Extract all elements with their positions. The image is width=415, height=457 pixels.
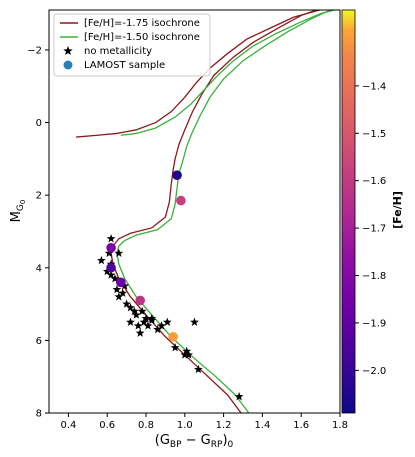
star-point xyxy=(157,321,166,330)
legend-label-no-metallicity: no metallicity xyxy=(84,46,152,57)
star-point xyxy=(126,317,135,326)
star-point xyxy=(143,321,153,330)
star-point xyxy=(122,299,131,308)
lamost-point xyxy=(106,262,116,273)
no-metallicity-stars xyxy=(97,234,244,401)
legend-label-lamost: LAMOST sample xyxy=(84,60,165,71)
lamost-point xyxy=(115,277,126,288)
plot-frame xyxy=(48,9,341,414)
legend-box xyxy=(53,13,211,77)
isochrone-line-2 xyxy=(116,10,332,413)
star-point xyxy=(114,292,124,301)
colorbar-tick-label: −1.6 xyxy=(362,176,386,187)
legend-circle-icon xyxy=(63,60,73,70)
y-tick-label: 4 xyxy=(36,263,42,274)
x-tick-label: 1.0 xyxy=(177,420,193,431)
star-point xyxy=(106,270,116,279)
colorbar-tick-label: −2.0 xyxy=(362,366,386,377)
star-point xyxy=(131,310,141,319)
lamost-point xyxy=(176,195,186,206)
lamost-point xyxy=(135,295,145,306)
star-point xyxy=(97,255,106,265)
colorbar xyxy=(341,9,356,414)
y-axis-label: MG0 xyxy=(9,200,27,223)
y-axis-ticks: −2 0 2 4 6 8 xyxy=(27,45,49,420)
star-point xyxy=(153,324,163,334)
colorbar-tick-label: −1.7 xyxy=(362,224,386,235)
legend-label-feh150: [Fe/H]=-1.50 isochrone xyxy=(84,32,200,43)
star-point xyxy=(194,364,203,374)
x-tick-label: 0.6 xyxy=(99,420,115,431)
x-tick-label: 0.8 xyxy=(138,420,154,431)
lamost-point xyxy=(168,331,178,342)
x-tick-label: 1.4 xyxy=(254,420,270,431)
x-tick-label: 1.2 xyxy=(216,420,232,431)
legend-star-icon xyxy=(63,46,73,56)
colorbar-tick-label: −1.5 xyxy=(362,129,386,140)
x-tick-label: 1.6 xyxy=(293,420,309,431)
star-point xyxy=(135,328,145,337)
star-point xyxy=(234,392,244,401)
lamost-point xyxy=(172,170,182,180)
star-point xyxy=(184,350,194,359)
star-point xyxy=(133,321,143,330)
colorbar-tick-label: −1.4 xyxy=(362,81,386,92)
isochrone-line-1 xyxy=(76,10,323,138)
y-tick-label: −2 xyxy=(27,45,42,56)
x-tick-label: 1.8 xyxy=(332,420,348,431)
x-axis-label: (GBP − GRP)0 xyxy=(155,433,234,450)
star-point xyxy=(126,303,135,312)
y-tick-label: 0 xyxy=(36,118,42,129)
legend-label-feh175: [Fe/H]=-1.75 isochrone xyxy=(84,18,200,29)
star-point xyxy=(106,234,116,243)
colorbar-ticks: −2.0 −1.9 −1.8 −1.7 −1.6 −1.5 −1.4 xyxy=(355,81,386,377)
lamost-point xyxy=(106,243,116,253)
colorbar-tick-label: −1.9 xyxy=(362,318,386,329)
star-point xyxy=(182,346,192,355)
star-point xyxy=(114,248,124,257)
x-tick-label: 0.4 xyxy=(60,420,76,431)
x-axis-ticks: 0.4 0.6 0.8 1.0 1.2 1.4 1.6 1.8 xyxy=(60,413,348,431)
legend: [Fe/H]=-1.75 isochrone [Fe/H]=-1.50 isoc… xyxy=(53,13,211,77)
star-point xyxy=(120,281,130,290)
star-point xyxy=(141,314,151,323)
y-tick-label: 2 xyxy=(36,191,42,202)
star-point xyxy=(180,350,190,359)
star-point xyxy=(129,306,139,316)
star-point xyxy=(112,284,122,294)
y-tick-label: 8 xyxy=(36,409,42,420)
star-point xyxy=(147,314,157,323)
lamost-sample-points xyxy=(106,170,186,342)
star-point xyxy=(104,248,114,257)
star-point xyxy=(190,317,199,326)
star-point xyxy=(170,343,180,352)
star-point xyxy=(110,274,120,283)
colorbar-label: [Fe/H] xyxy=(391,191,404,229)
star-point xyxy=(102,266,112,276)
star-point xyxy=(118,288,128,297)
y-tick-label: 6 xyxy=(36,336,42,347)
star-point xyxy=(162,317,172,326)
isochrone-line-3 xyxy=(120,10,335,136)
colorbar-tick-label: −1.8 xyxy=(362,271,386,282)
star-point xyxy=(137,306,147,316)
